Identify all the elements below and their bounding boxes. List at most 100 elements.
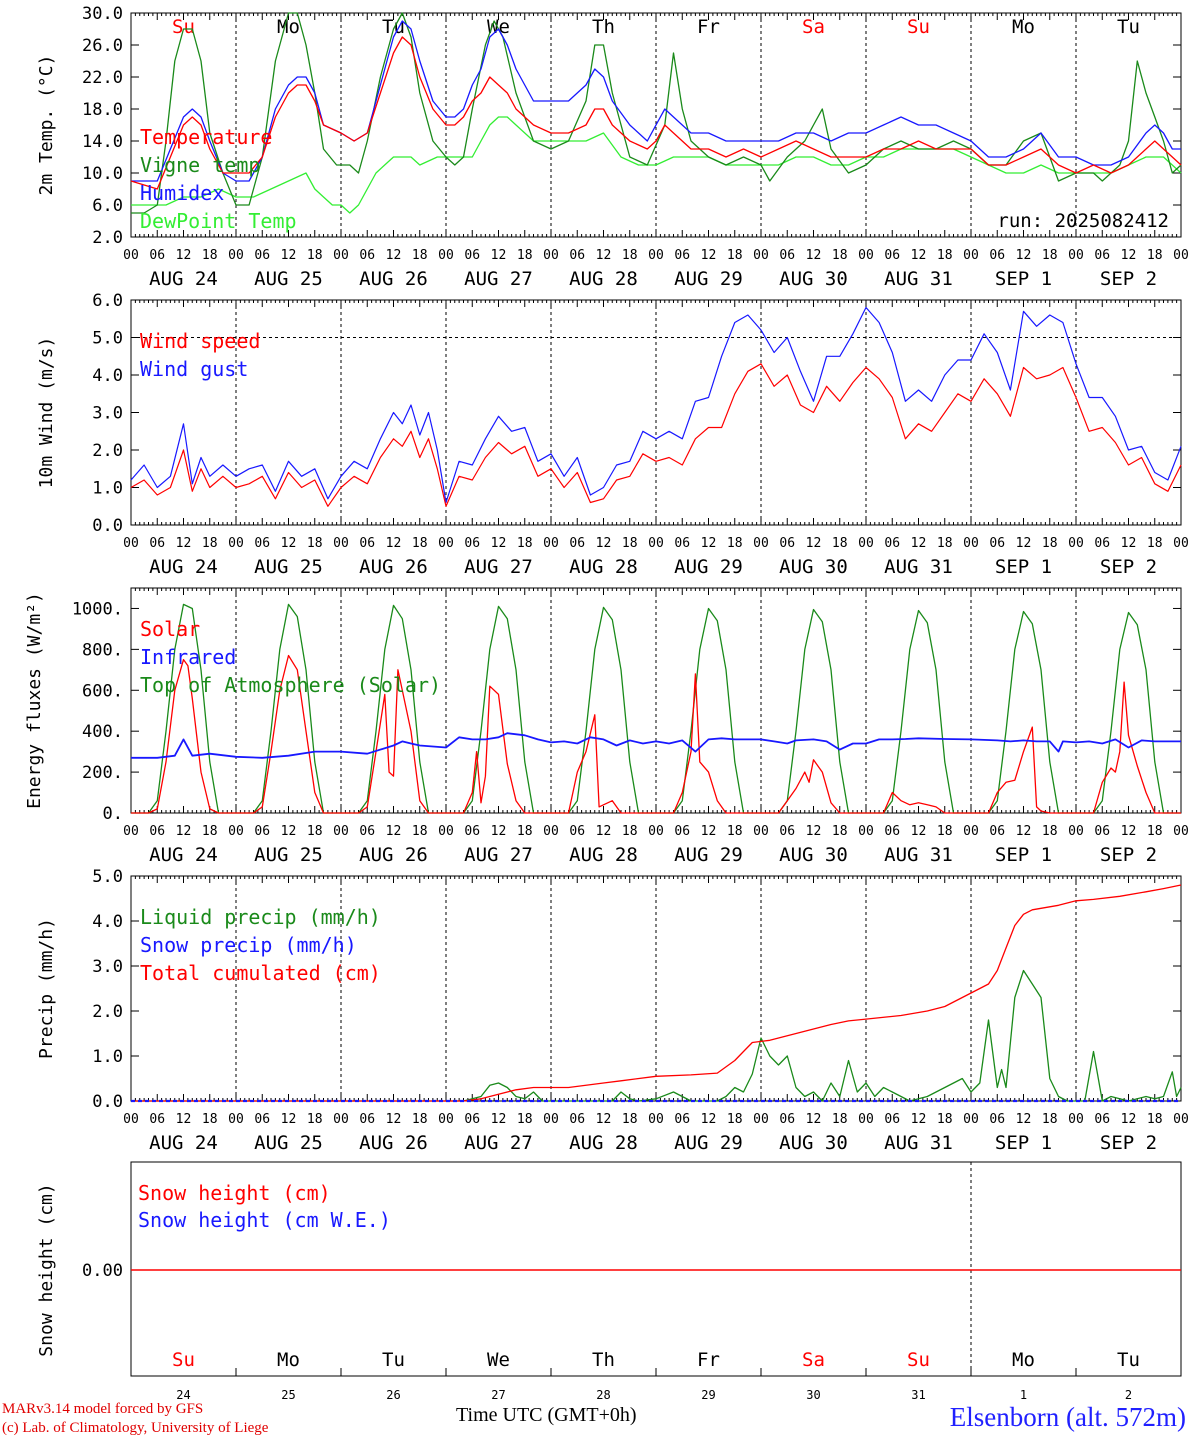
hour-tick-label: 00 bbox=[753, 536, 769, 551]
hour-tick-label: 12 bbox=[1016, 824, 1032, 839]
date-label: AUG 24 bbox=[149, 556, 218, 578]
series-line bbox=[131, 884, 1182, 1102]
hour-tick-label: 18 bbox=[202, 824, 218, 839]
wind-panel: 00 06 12 18 00 06 12 18 00 06 12 18 00 06 12 18 00 06 12 18… bbox=[36, 291, 1189, 578]
hour-tick-label: 12 bbox=[176, 1112, 192, 1127]
hour-tick-label: 12 bbox=[1016, 1112, 1032, 1127]
weekday-label: Th bbox=[592, 1349, 615, 1371]
legend-entry: Total cumulated (cm) bbox=[140, 961, 381, 985]
date-label: AUG 24 bbox=[149, 1132, 218, 1154]
hour-tick-label: 12 bbox=[491, 536, 507, 551]
hour-tick-label: 12 bbox=[281, 248, 297, 263]
day-number-label: 25 bbox=[281, 1388, 295, 1402]
hour-tick-label: 00 bbox=[228, 1112, 244, 1127]
hour-tick-label: 06 bbox=[359, 248, 375, 263]
hour-tick-label: 00 bbox=[543, 248, 559, 263]
hour-tick-label: 12 bbox=[176, 248, 192, 263]
date-label: AUG 26 bbox=[359, 268, 428, 290]
hour-tick-label: 18 bbox=[1042, 1112, 1058, 1127]
day-number-label: 31 bbox=[911, 1388, 925, 1402]
legend-entry: Wind speed bbox=[140, 329, 260, 353]
y-axis-label: Energy fluxes (W/m²) bbox=[24, 592, 45, 809]
hour-tick-label: 00 bbox=[1173, 1112, 1189, 1127]
hour-tick-label: 06 bbox=[779, 1112, 795, 1127]
y-tick-label: 0.0 bbox=[92, 516, 123, 536]
y-tick-label: 22.0 bbox=[82, 68, 123, 88]
hour-tick-label: 00 bbox=[228, 536, 244, 551]
hour-tick-label: 00 bbox=[438, 248, 454, 263]
date-label: AUG 25 bbox=[254, 268, 323, 290]
hour-tick-label: 18 bbox=[307, 824, 323, 839]
hour-tick-label: 18 bbox=[937, 1112, 953, 1127]
date-label: SEP 2 bbox=[1100, 556, 1157, 578]
hour-tick-label: 00 bbox=[333, 824, 349, 839]
date-label: AUG 25 bbox=[254, 1132, 323, 1154]
weekday-label: Mo bbox=[1012, 16, 1035, 38]
hour-tick-label: 00 bbox=[333, 248, 349, 263]
hour-tick-label: 06 bbox=[884, 824, 900, 839]
date-label: AUG 27 bbox=[464, 1132, 533, 1154]
hour-tick-label: 00 bbox=[333, 536, 349, 551]
y-tick-label: 6.0 bbox=[92, 291, 123, 311]
hour-tick-label: 00 bbox=[858, 248, 874, 263]
hour-tick-label: 12 bbox=[701, 536, 717, 551]
y-axis-label: 10m Wind (m/s) bbox=[36, 337, 57, 489]
weekday-label: Fr bbox=[697, 1349, 720, 1371]
y-axis-label: Snow height (cm) bbox=[36, 1183, 57, 1356]
hour-tick-label: 00 bbox=[963, 1112, 979, 1127]
hour-tick-label: 12 bbox=[1016, 536, 1032, 551]
series-line bbox=[130, 36, 1182, 190]
hour-tick-label: 00 bbox=[858, 824, 874, 839]
hour-tick-label: 06 bbox=[1094, 824, 1110, 839]
y-tick-label: 1.0 bbox=[92, 479, 123, 499]
hour-tick-label: 00 bbox=[1173, 824, 1189, 839]
y-axis-label: 2m Temp. (°C) bbox=[36, 55, 57, 196]
hour-tick-label: 06 bbox=[254, 824, 270, 839]
date-label: AUG 28 bbox=[569, 556, 638, 578]
hour-tick-label: 00 bbox=[1173, 536, 1189, 551]
hour-tick-label: 12 bbox=[281, 824, 297, 839]
y-tick-label: 10.0 bbox=[82, 164, 123, 184]
hour-tick-label: 18 bbox=[727, 248, 743, 263]
date-label: AUG 25 bbox=[254, 556, 323, 578]
hour-tick-label: 06 bbox=[569, 248, 585, 263]
hour-tick-label: 06 bbox=[1094, 248, 1110, 263]
date-label: AUG 29 bbox=[674, 556, 743, 578]
hour-tick-label: 18 bbox=[1147, 1112, 1163, 1127]
date-label: SEP 1 bbox=[995, 268, 1052, 290]
hour-tick-label: 18 bbox=[517, 536, 533, 551]
y-tick-label: 3.0 bbox=[92, 957, 123, 977]
hour-tick-label: 12 bbox=[596, 248, 612, 263]
day-number-label: 28 bbox=[596, 1388, 610, 1402]
hour-tick-label: 18 bbox=[832, 536, 848, 551]
weekday-label: Mo bbox=[277, 16, 300, 38]
day-number-label: 24 bbox=[176, 1388, 190, 1402]
hour-tick-label: 12 bbox=[281, 1112, 297, 1127]
weekday-label: We bbox=[487, 1349, 510, 1371]
day-number-label: 26 bbox=[386, 1388, 400, 1402]
hour-tick-label: 00 bbox=[963, 248, 979, 263]
date-label: AUG 27 bbox=[464, 556, 533, 578]
hour-tick-label: 18 bbox=[1042, 248, 1058, 263]
date-label: SEP 2 bbox=[1100, 268, 1157, 290]
y-tick-label: 2.0 bbox=[92, 228, 123, 248]
hour-tick-label: 06 bbox=[989, 824, 1005, 839]
hour-tick-label: 00 bbox=[648, 248, 664, 263]
snow-panel: 0.00 Snow height (cm) Snow height (cm) Snow… bbox=[36, 1161, 1182, 1402]
date-label: AUG 31 bbox=[884, 556, 953, 578]
hour-tick-label: 12 bbox=[281, 536, 297, 551]
series-line bbox=[131, 969, 1182, 1102]
legend-entry: DewPoint Temp bbox=[140, 209, 297, 233]
hour-tick-label: 06 bbox=[674, 248, 690, 263]
hour-tick-label: 18 bbox=[727, 1112, 743, 1127]
hour-tick-label: 06 bbox=[674, 824, 690, 839]
hour-tick-label: 06 bbox=[464, 1112, 480, 1127]
hour-tick-label: 00 bbox=[753, 824, 769, 839]
hour-tick-label: 06 bbox=[149, 536, 165, 551]
hour-tick-label: 06 bbox=[464, 824, 480, 839]
hour-tick-label: 06 bbox=[569, 1112, 585, 1127]
hour-tick-label: 06 bbox=[359, 536, 375, 551]
date-label: AUG 29 bbox=[674, 844, 743, 866]
hour-tick-label: 12 bbox=[806, 1112, 822, 1127]
